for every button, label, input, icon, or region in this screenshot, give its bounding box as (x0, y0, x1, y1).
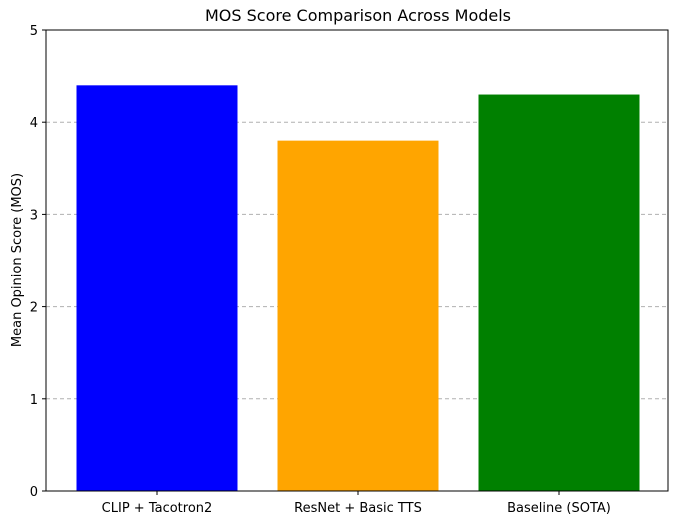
bar-2 (277, 140, 439, 491)
y-tick-label: 3 (30, 208, 38, 223)
bar-3 (478, 94, 640, 491)
chart-title: MOS Score Comparison Across Models (205, 6, 511, 25)
x-tick-label: Baseline (SOTA) (507, 501, 611, 516)
y-tick-label: 5 (30, 24, 38, 39)
axis-ticks: 0 1 2 3 4 5 CLIP + Tacotron2 ResNet + Basic TTS… (30, 24, 611, 516)
y-tick-label: 2 (30, 301, 38, 316)
plot-frame (45, 29, 669, 492)
y-tick-label: 1 (30, 393, 38, 408)
x-tick-label: CLIP + Tacotron2 (102, 501, 213, 516)
bars (76, 85, 640, 491)
x-tick-label: ResNet + Basic TTS (294, 501, 422, 516)
y-tick-label: 0 (30, 485, 38, 500)
y-tick-label: 4 (30, 116, 38, 131)
y-axis-label: Mean Opinion Score (MOS) (10, 173, 25, 347)
bar-1 (76, 85, 238, 491)
